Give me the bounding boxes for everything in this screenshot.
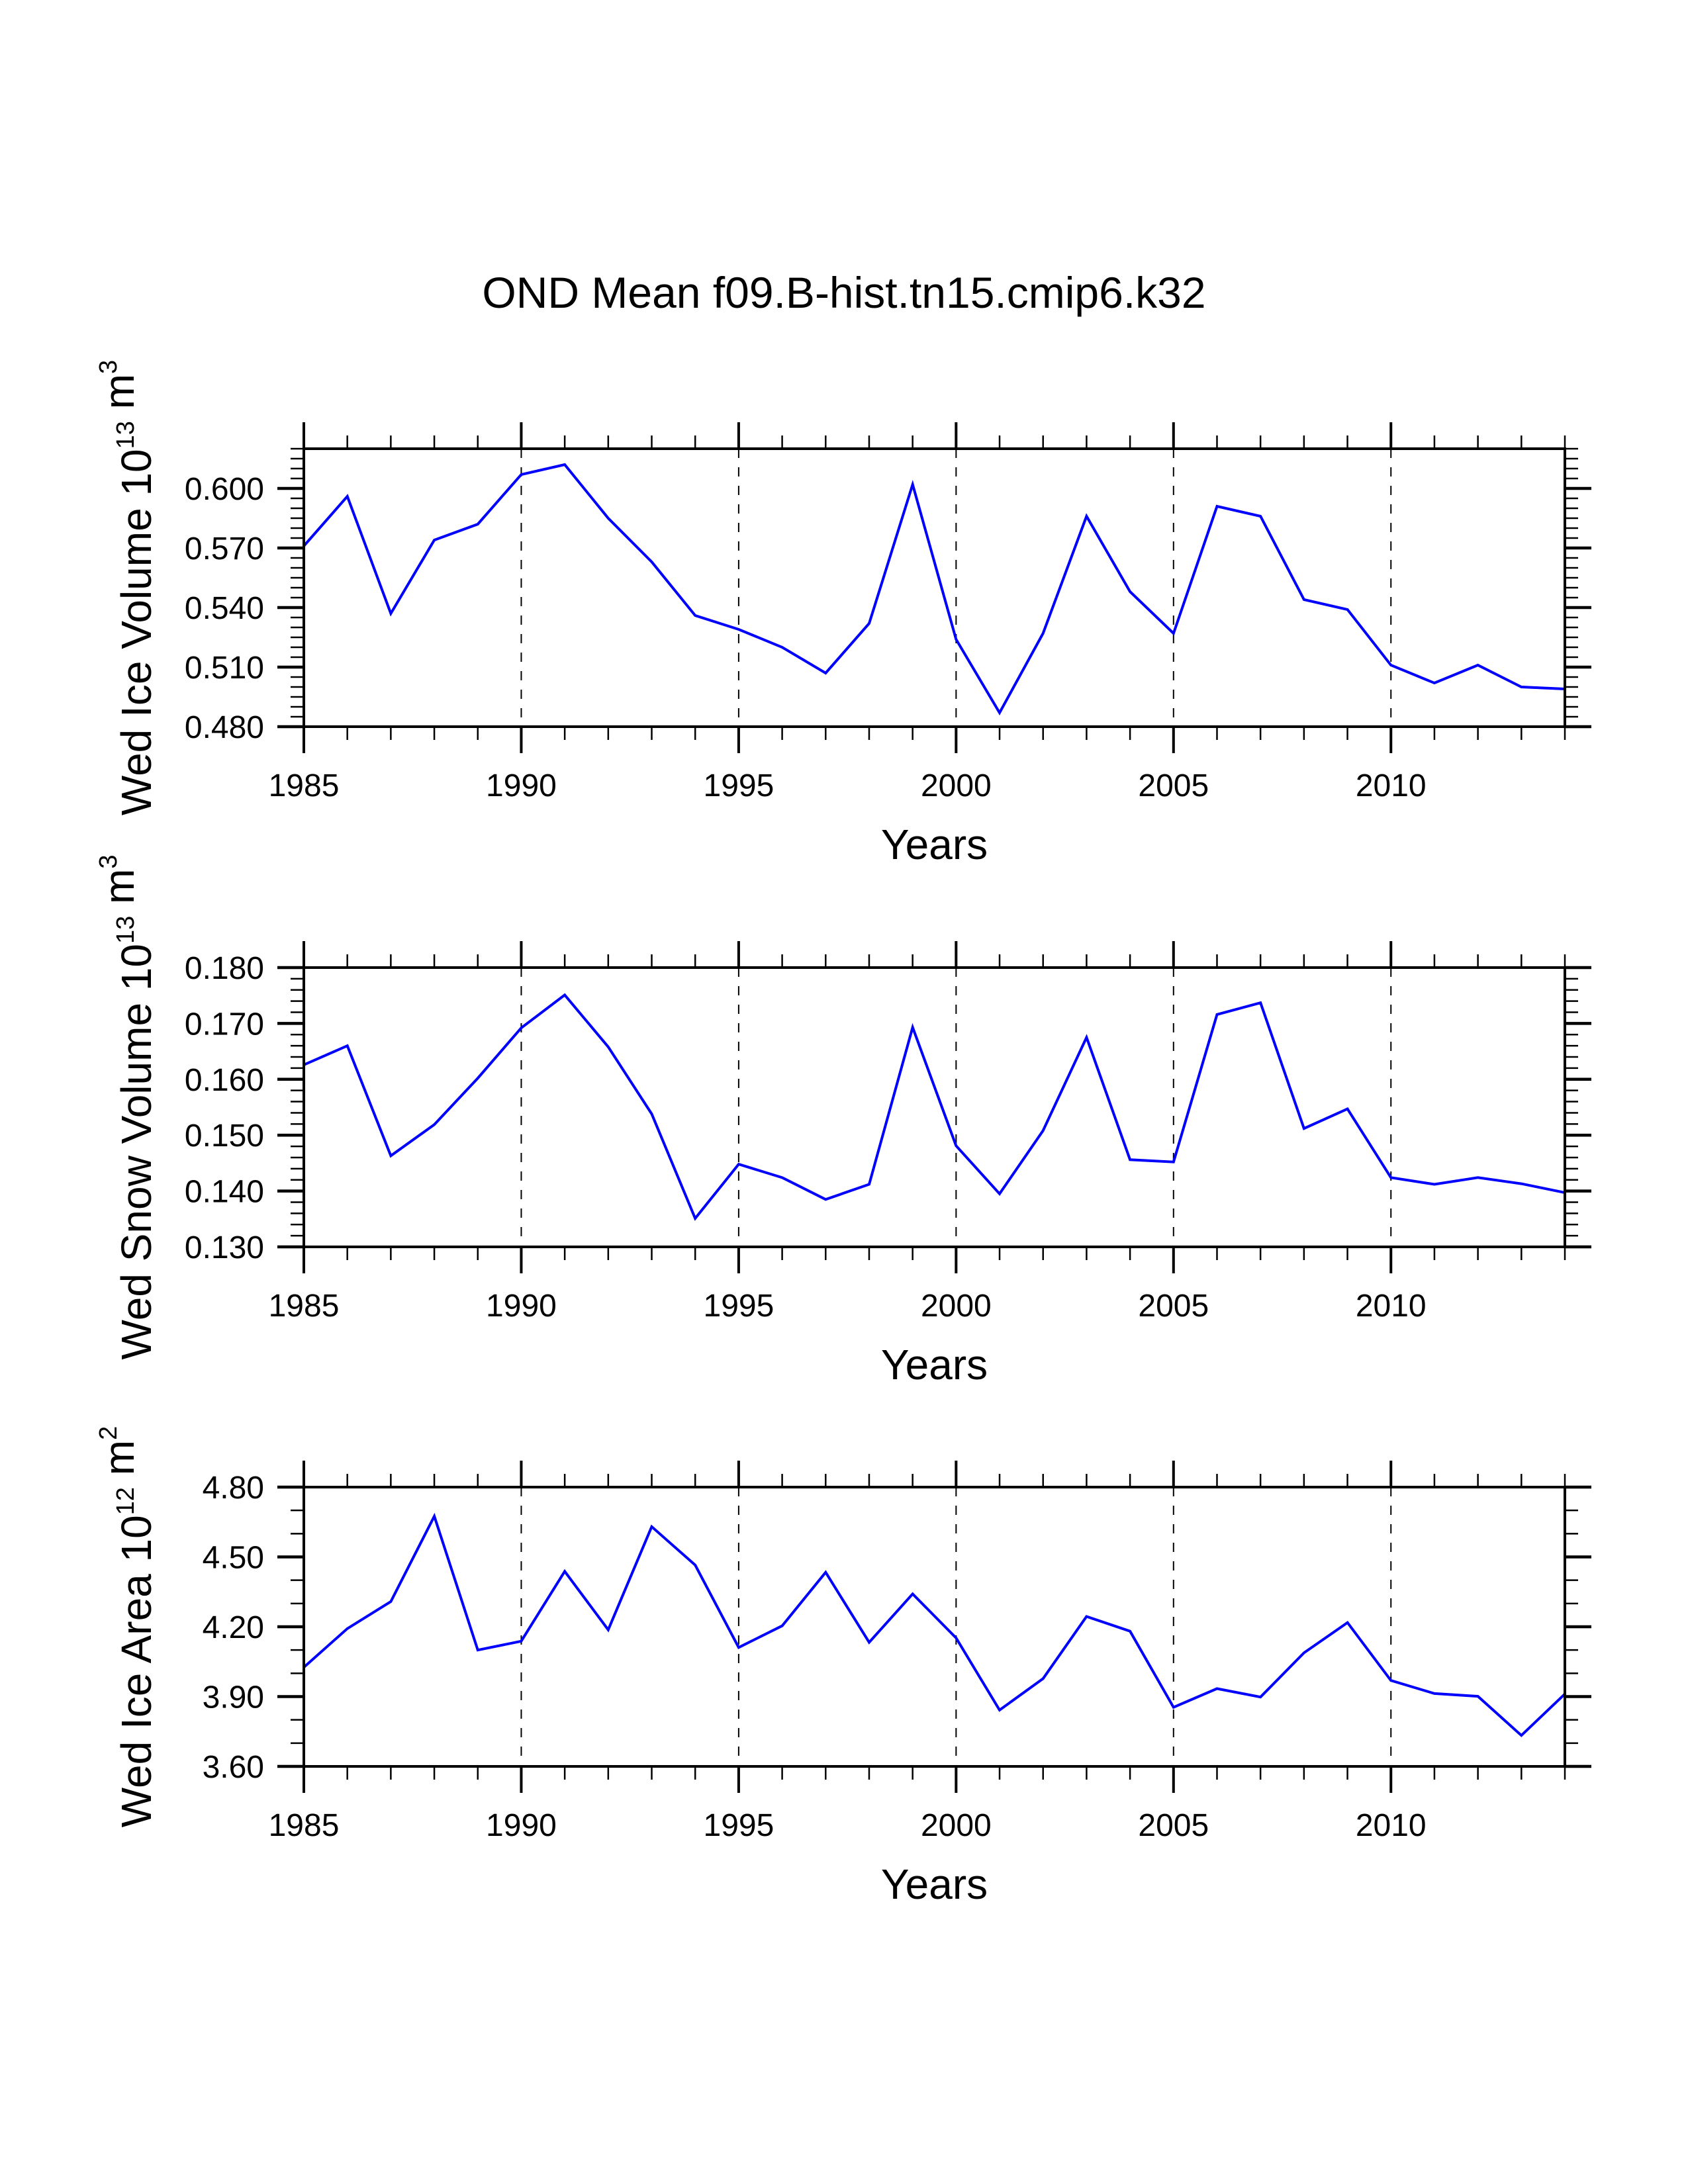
x-tick-label: 2005	[1138, 1289, 1209, 1324]
y-axis-label-space	[113, 991, 160, 1003]
y-axis-label-part: m	[95, 374, 143, 409]
y-tick-label: 0.160	[185, 1063, 264, 1098]
y-axis-label: Wed Ice Volume 1013 m3	[95, 360, 160, 815]
x-tick-label: 1990	[486, 1289, 557, 1324]
y-axis-label-part: 10	[113, 449, 160, 496]
y-axis-label-superscript: 2	[95, 1426, 122, 1440]
y-tick-label: 0.510	[185, 651, 264, 686]
x-tick-label: 2000	[921, 1808, 992, 1843]
y-tick-label: 0.570	[185, 531, 264, 567]
x-tick-label: 2000	[921, 1289, 992, 1324]
y-tick-label: 3.60	[203, 1750, 264, 1785]
y-axis-label: Wed Ice Area 1012 m2	[95, 1426, 160, 1828]
y-axis-label-part: Wed Ice Volume	[113, 508, 160, 815]
y-tick-label: 0.480	[185, 710, 264, 745]
series-line	[303, 1512, 1566, 1737]
x-tick-label: 1985	[269, 1808, 340, 1843]
y-tick-label: 4.80	[203, 1471, 264, 1506]
x-axis-label: Years	[881, 1341, 988, 1388]
x-tick-label: 2000	[921, 768, 992, 803]
y-axis-label-part: m	[95, 1440, 143, 1475]
figure-title: OND Mean f09.B-hist.tn15.cmip6.k32	[482, 268, 1205, 317]
y-axis-label-part: 10	[113, 944, 160, 991]
x-tick-label: 2005	[1138, 768, 1209, 803]
x-tick-label: 1995	[704, 1808, 774, 1843]
x-axis-label: Years	[881, 821, 988, 868]
y-tick-label: 4.20	[203, 1610, 264, 1645]
y-axis-label-space	[95, 409, 143, 421]
panel-3: 3.60 3.90 4.20 4.50 4.80 1985 1990 1995 2000 2005…	[95, 1426, 1591, 1908]
y-axis-label-space	[95, 1475, 143, 1487]
x-tick-label: 1990	[486, 768, 557, 803]
y-axis-label-space	[113, 1562, 160, 1574]
y-axis-label-space	[113, 496, 160, 508]
y-axis-label-superscript: 12	[112, 1487, 140, 1515]
y-axis-label-part: m	[95, 869, 143, 904]
y-tick-label: 4.50	[203, 1541, 264, 1576]
y-axis-label-superscript: 13	[112, 916, 140, 944]
x-tick-label: 1990	[486, 1808, 557, 1843]
series-line	[303, 993, 1566, 1221]
x-tick-label: 1995	[704, 1289, 774, 1324]
y-tick-label: 0.130	[185, 1230, 264, 1265]
plot-frame	[303, 966, 1566, 1248]
panel-2: 0.130 0.140 0.150 0.160 0.170 0.180 1985 1990 19…	[95, 854, 1591, 1388]
y-tick-label: 0.150	[185, 1118, 264, 1154]
y-axis-label-space	[95, 904, 143, 916]
y-tick-label: 0.140	[185, 1175, 264, 1210]
x-tick-label: 2005	[1138, 1808, 1209, 1843]
x-tick-label: 1985	[269, 1289, 340, 1324]
y-tick-label: 0.180	[185, 951, 264, 986]
y-tick-label: 0.600	[185, 472, 264, 507]
y-tick-label: 0.170	[185, 1007, 264, 1042]
y-axis-label-superscript: 3	[95, 360, 122, 374]
y-tick-label: 3.90	[203, 1680, 264, 1715]
panel-1: 0.480 0.510 0.540 0.570 0.600 1985 1990 1995 200…	[95, 360, 1591, 868]
y-axis-label: Wed Snow Volume 1013 m3	[95, 854, 160, 1359]
y-tick-label: 0.540	[185, 591, 264, 626]
x-tick-label: 1995	[704, 768, 774, 803]
y-axis-label-superscript: 13	[112, 421, 140, 449]
y-axis-label-part: Wed Snow Volume	[113, 1003, 160, 1360]
x-tick-label: 2010	[1356, 768, 1427, 803]
x-tick-label: 1985	[269, 768, 340, 803]
y-axis-label-part: Wed Ice Area	[113, 1574, 160, 1827]
y-axis-label-part: 10	[113, 1515, 160, 1562]
series-line	[303, 463, 1566, 716]
panels: 0.480 0.510 0.540 0.570 0.600 1985 1990 1995 200…	[95, 360, 1591, 1908]
x-axis-label: Years	[881, 1860, 988, 1908]
x-tick-label: 2010	[1356, 1289, 1427, 1324]
y-axis-label-superscript: 3	[95, 854, 122, 868]
x-tick-label: 2010	[1356, 1808, 1427, 1843]
